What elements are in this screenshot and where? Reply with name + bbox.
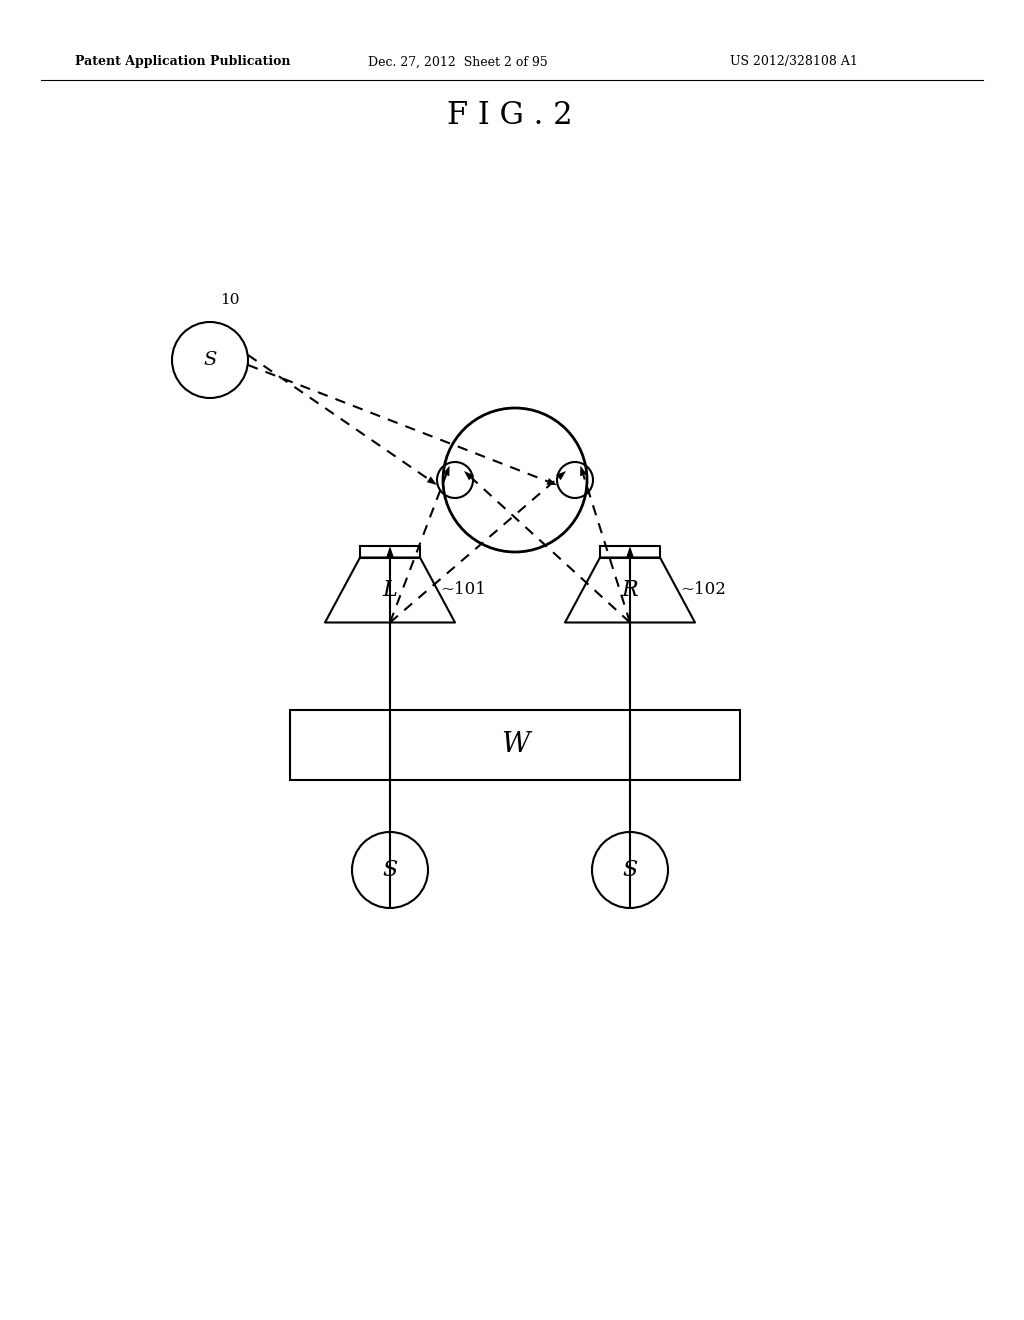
Text: US 2012/328108 A1: US 2012/328108 A1 <box>730 55 858 69</box>
Polygon shape <box>580 466 587 477</box>
Polygon shape <box>442 466 450 477</box>
Text: ~102: ~102 <box>680 582 726 598</box>
Text: S: S <box>623 859 638 880</box>
Text: L: L <box>383 579 397 601</box>
Bar <box>290 710 740 780</box>
Text: F I G . 2: F I G . 2 <box>447 99 572 131</box>
Text: W: W <box>501 731 529 759</box>
Text: S: S <box>382 859 397 880</box>
Polygon shape <box>547 478 557 484</box>
Polygon shape <box>626 710 634 722</box>
Polygon shape <box>464 471 474 480</box>
Text: Patent Application Publication: Patent Application Publication <box>75 55 291 69</box>
Text: R: R <box>622 579 638 601</box>
Text: Dec. 27, 2012  Sheet 2 of 95: Dec. 27, 2012 Sheet 2 of 95 <box>368 55 548 69</box>
Text: S: S <box>204 351 217 370</box>
Text: 10: 10 <box>220 293 240 308</box>
Polygon shape <box>626 546 634 558</box>
Polygon shape <box>386 546 394 558</box>
Polygon shape <box>386 710 394 722</box>
Text: ~101: ~101 <box>440 582 485 598</box>
Polygon shape <box>427 477 437 484</box>
Polygon shape <box>556 471 566 480</box>
